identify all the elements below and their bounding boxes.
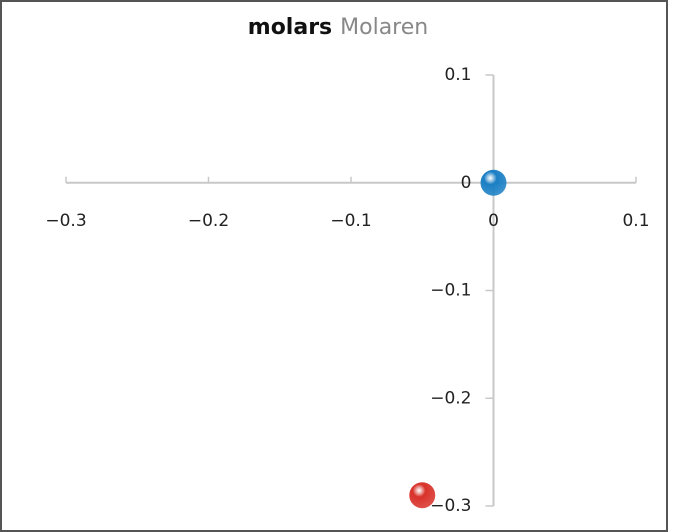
chart-title: molars (248, 15, 332, 40)
point (409, 482, 436, 509)
x-tick-label: 0 (488, 211, 499, 231)
y-tick-label: −0.1 (430, 281, 471, 301)
y-tick-label: −0.2 (430, 388, 471, 408)
x-tick-label: 0.1 (622, 211, 649, 231)
chart-subtitle: Molaren (340, 15, 428, 40)
x-tick-label: −0.2 (188, 211, 229, 231)
y-tick-label: 0.1 (444, 65, 471, 85)
y-tick-label: 0 (461, 173, 472, 193)
x-tick-label: −0.3 (45, 211, 86, 231)
x-tick-label: −0.1 (330, 211, 371, 231)
point (480, 169, 507, 196)
chart-heading: molars Molaren (248, 15, 428, 40)
y-tick-label: −0.3 (430, 496, 471, 516)
